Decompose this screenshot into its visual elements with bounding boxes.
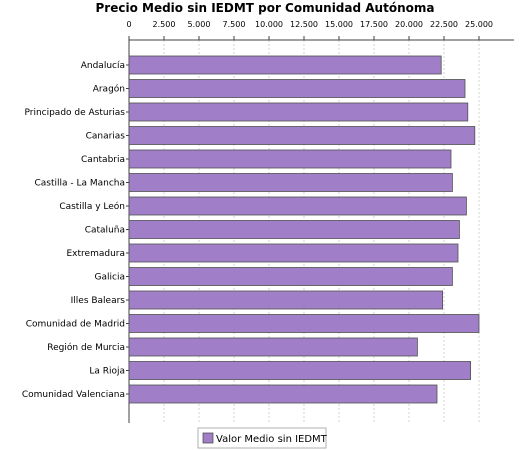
category-label: Castilla - La Mancha [34,179,125,189]
category-label: Galicia [95,273,125,283]
x-tick-label: 25.000 [465,20,493,29]
bar [128,290,444,310]
legend-box [197,427,327,449]
bar [128,173,453,192]
y-axis: Andalucía Aragón Principado de Asturias Can… [22,40,130,423]
bar [128,102,469,122]
category-label: Región de Murcia [47,342,125,353]
bar [128,243,459,263]
category-label: Cataluña [85,226,125,236]
category-label: Principado de Asturias [24,108,125,118]
category-label: Comunidad Valenciana [22,390,125,400]
x-tick-label: 5.000 [188,20,211,29]
category-label: Aragón [93,84,125,95]
x-tick-label: 2.500 [153,20,176,29]
chart-title: Precio Medio sin IEDMT por Comunidad Aut… [96,1,435,15]
category-label: Andalucía [81,61,125,71]
category-label: La Rioja [89,367,125,377]
bar [128,126,476,145]
bar [128,220,460,239]
category-label: Cantabria [81,155,125,165]
x-tick-label: 0 [126,20,131,29]
category-label: Comunidad de Madrid [26,320,125,330]
legend: Valor Medio sin IEDMT [197,427,328,449]
bar [128,384,438,404]
legend-label: Valor Medio sin IEDMT [216,434,328,445]
bar [128,55,442,75]
bar [128,196,467,216]
x-axis: 0 2.500 5.000 7.500 10.000 12.500 15.000 17.500… [126,20,514,41]
category-label: Illes Balears [71,296,126,306]
x-tick-label: 10.000 [255,20,283,29]
category-label: Canarias [86,132,126,142]
x-tick-label: 7.500 [223,20,246,29]
bar [128,361,472,380]
x-tick-label: 22.500 [430,20,458,29]
x-tick-label: 12.500 [290,20,318,29]
bars [128,55,480,404]
x-tick-label: 15.000 [325,20,353,29]
category-label: Extremadura [67,249,126,259]
x-tick-label: 20.000 [395,20,423,29]
bar [128,337,418,357]
bar [128,79,466,98]
x-tick-label: 17.500 [360,20,388,29]
category-label: Castilla y León [59,201,125,212]
legend-swatch [202,432,214,444]
bar [128,267,453,286]
bar [128,314,480,333]
bar [128,149,452,169]
